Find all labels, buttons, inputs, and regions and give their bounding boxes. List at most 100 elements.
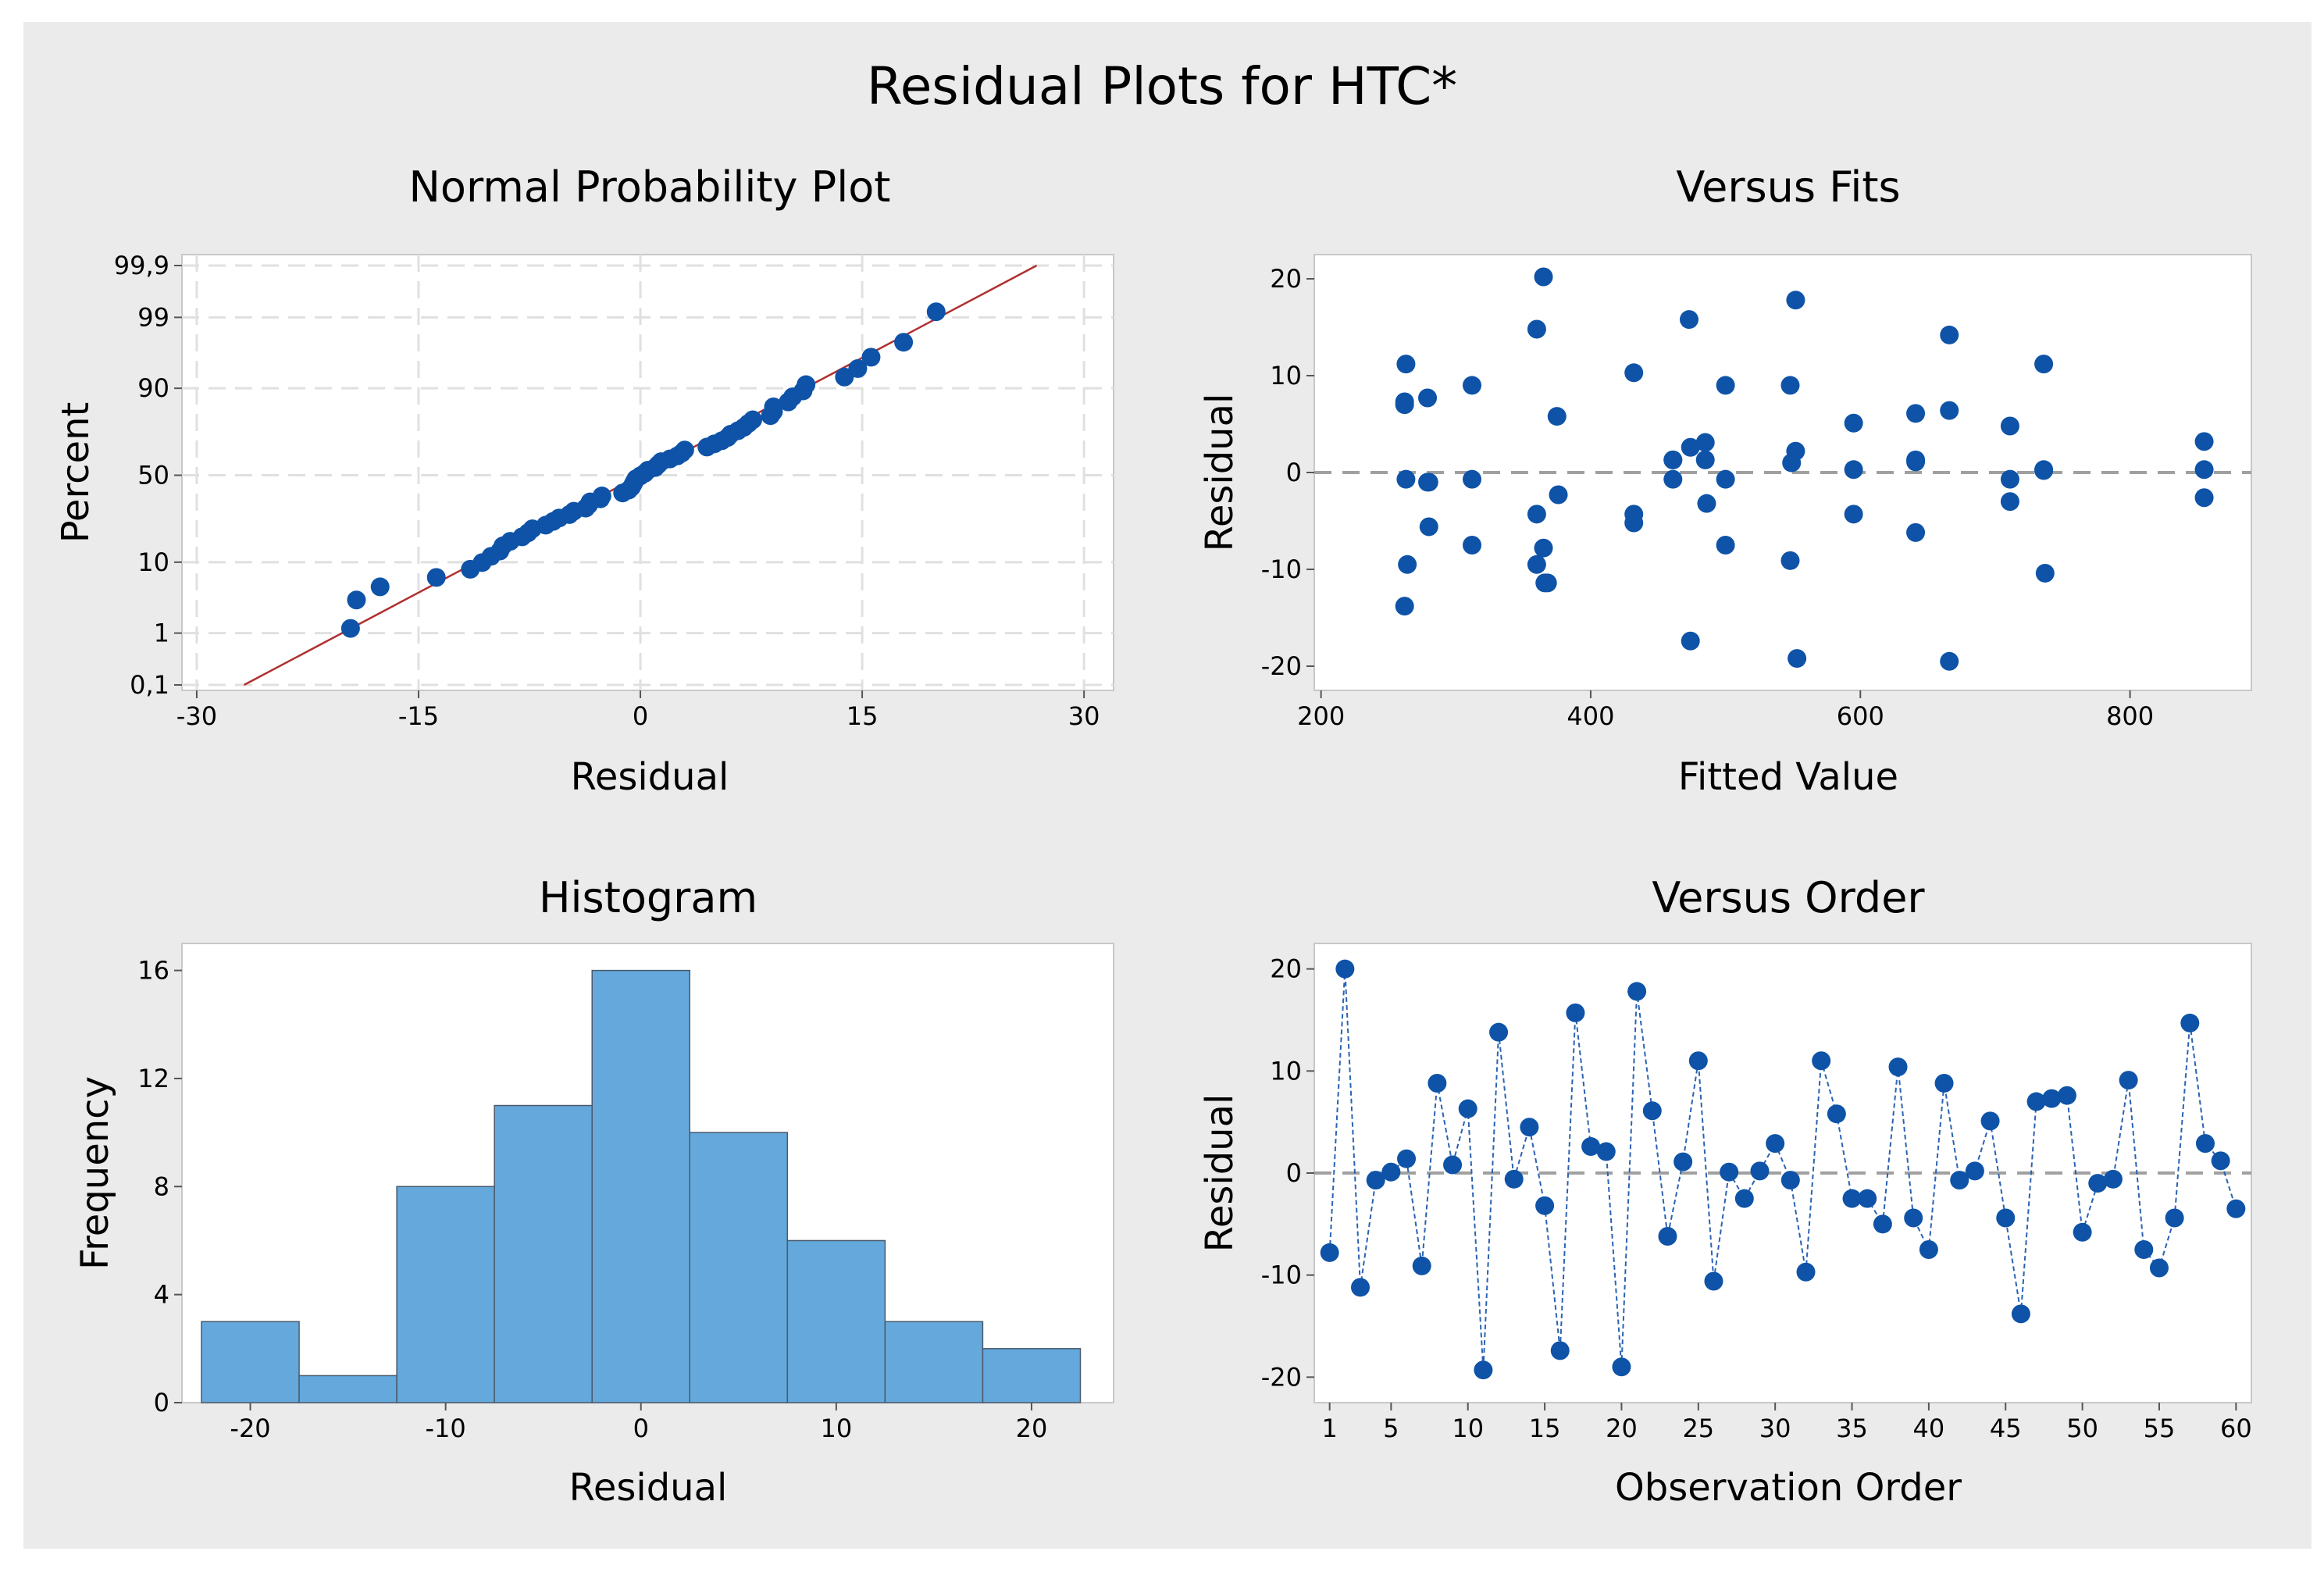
fit-residual-point — [1419, 472, 1438, 492]
fit-residual-point — [1549, 485, 1568, 505]
order-residual-point — [1489, 1022, 1509, 1042]
x-tick-label: 30 — [1759, 1414, 1791, 1443]
fit-residual-point — [1906, 404, 1926, 423]
x-tick-label: 15 — [1529, 1414, 1561, 1443]
order-residual-point — [1734, 1189, 1754, 1208]
fit-residual-point — [2034, 355, 2054, 374]
order-residual-point — [1550, 1341, 1570, 1360]
order-residual-point — [2149, 1258, 2169, 1278]
y-tick-label: -20 — [1261, 1362, 1302, 1392]
y-tick-label: 1 — [154, 619, 169, 648]
x-tick-label: 1 — [1321, 1414, 1337, 1443]
histogram-bar — [884, 1321, 984, 1403]
order-residual-point — [1750, 1161, 1770, 1181]
fit-residual-point — [1395, 392, 1414, 412]
x-tick-label: 35 — [1836, 1414, 1868, 1443]
residual-point — [926, 302, 946, 322]
normal-probability-plot-area — [181, 254, 1114, 691]
versus-order-title: Versus Order — [1652, 873, 1925, 922]
fit-residual-point — [1396, 355, 1416, 374]
y-tick-label: -10 — [1261, 554, 1302, 584]
order-residual-point — [1428, 1074, 1447, 1093]
order-residual-point — [1965, 1161, 1984, 1181]
normal-probability-title: Normal Probability Plot — [409, 162, 891, 212]
residual-point — [797, 375, 816, 394]
fit-residual-point — [1716, 376, 1735, 395]
versus-fits-ylabel: Residual — [1198, 394, 1242, 552]
residual-point — [764, 398, 783, 417]
order-residual-point — [1688, 1051, 1708, 1071]
fit-residual-point — [1844, 460, 1863, 480]
fit-residual-point — [1663, 450, 1683, 469]
fit-residual-point — [1396, 469, 1416, 489]
x-tick-label: 30 — [1068, 701, 1100, 731]
order-residual-point — [1381, 1162, 1401, 1182]
normal-probability-xlabel: Residual — [571, 755, 729, 799]
fit-residual-point — [1780, 376, 1800, 395]
y-tick-label: 4 — [154, 1280, 169, 1310]
fit-residual-point — [1788, 649, 1807, 669]
order-residual-point — [2165, 1208, 2184, 1228]
fit-residual-point — [1538, 573, 1557, 593]
x-tick-label: 200 — [1297, 701, 1345, 731]
y-tick-label: 0,1 — [130, 670, 169, 700]
fit-residual-point — [1681, 631, 1700, 651]
fit-residual-point — [1624, 363, 1644, 383]
fit-residual-point — [1624, 513, 1644, 533]
x-tick-label: -10 — [426, 1414, 466, 1443]
x-tick-label: 0 — [633, 701, 648, 731]
order-residual-point — [2026, 1092, 2046, 1111]
x-tick-label: -30 — [176, 701, 217, 731]
order-residual-point — [1812, 1051, 1831, 1071]
order-residual-point — [1627, 982, 1647, 1001]
fit-residual-point — [1527, 554, 1546, 574]
histogram-ylabel: Frequency — [73, 1076, 117, 1270]
residual-point — [370, 577, 390, 597]
histogram-bar — [201, 1321, 300, 1403]
residual-point — [340, 619, 360, 638]
fit-residual-point — [1940, 401, 1959, 420]
order-residual-point — [1504, 1169, 1524, 1189]
residual-point — [835, 367, 854, 387]
x-tick-label: 10 — [820, 1414, 852, 1443]
versus-fits-title: Versus Fits — [1676, 162, 1900, 212]
x-tick-label: 0 — [633, 1414, 649, 1443]
fit-residual-point — [1463, 376, 1482, 395]
order-residual-point — [1335, 959, 1355, 979]
y-tick-label: 99,9 — [114, 251, 169, 280]
y-tick-label: 0 — [1286, 458, 1302, 487]
x-tick-label: 40 — [1913, 1414, 1945, 1443]
order-residual-point — [1780, 1171, 1800, 1190]
versus-order-panel: Versus Order 1 5 10 15 20 25 30 35 40 45 50 55 60-20… — [1198, 873, 2252, 1510]
order-residual-point — [2211, 1151, 2230, 1171]
order-residual-point — [2119, 1071, 2138, 1090]
residual-point — [848, 358, 868, 378]
x-tick-label: 45 — [1990, 1414, 2022, 1443]
order-residual-point — [1458, 1099, 1477, 1118]
y-tick-label: 20 — [1270, 264, 1302, 294]
y-tick-label: 0 — [154, 1388, 169, 1417]
fit-residual-point — [2000, 469, 2019, 489]
fit-residual-point — [1940, 325, 1959, 344]
order-residual-point — [1858, 1189, 1877, 1208]
order-residual-point — [1873, 1214, 1892, 1234]
y-tick-label: 50 — [137, 461, 169, 490]
y-tick-label: 99 — [137, 302, 169, 332]
order-residual-point — [1366, 1171, 1385, 1190]
x-tick-label: 800 — [2106, 701, 2154, 731]
versus-fits-panel: Versus Fits 200 400 600 800 -20 -10 0 10 20 Fitt… — [1198, 162, 2252, 799]
fit-residual-point — [1418, 388, 1438, 408]
fit-residual-point — [1527, 505, 1546, 524]
residual-point — [426, 568, 446, 587]
histogram-bar — [396, 1186, 495, 1403]
y-tick-label: 10 — [1270, 361, 1302, 390]
order-residual-point — [2057, 1086, 2076, 1105]
x-tick-label: 10 — [1452, 1414, 1484, 1443]
residual-point — [743, 410, 762, 430]
order-residual-point — [2042, 1089, 2062, 1108]
residual-point — [675, 440, 694, 460]
fit-residual-point — [2194, 432, 2214, 451]
y-tick-label: -10 — [1261, 1261, 1302, 1290]
histogram-marks: -20 -10 0 10 20 0 4 8 12 16 — [137, 956, 1082, 1443]
